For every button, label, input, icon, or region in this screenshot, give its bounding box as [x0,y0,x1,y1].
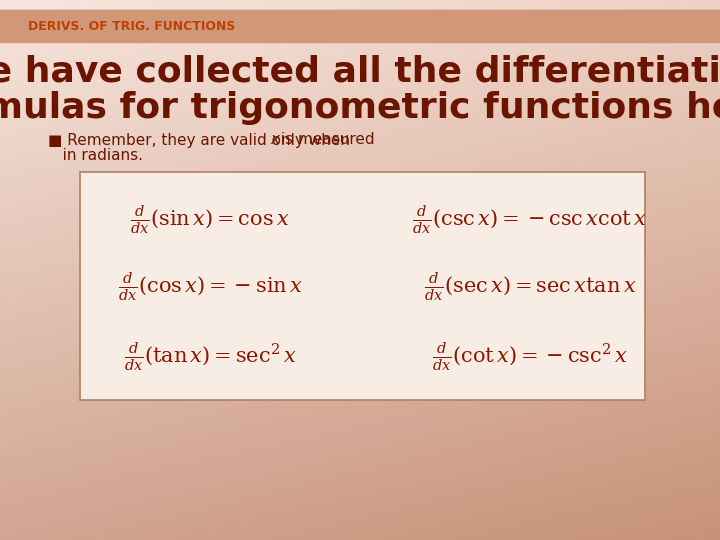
Text: in radians.: in radians. [48,148,143,164]
Text: $\frac{d}{dx}(\cos x) = -\sin x$: $\frac{d}{dx}(\cos x) = -\sin x$ [117,271,302,303]
Text: $\frac{d}{dx}(\tan x) = \sec^2 x$: $\frac{d}{dx}(\tan x) = \sec^2 x$ [124,341,297,373]
Text: $\frac{d}{dx}(\sec x) = \sec x\tan x$: $\frac{d}{dx}(\sec x) = \sec x\tan x$ [423,271,636,303]
Text: x: x [270,132,279,147]
Text: DERIVS. OF TRIG. FUNCTIONS: DERIVS. OF TRIG. FUNCTIONS [28,21,235,33]
Text: is measured: is measured [276,132,375,147]
Text: $\frac{d}{dx}(\csc x) = -\csc x\cot x$: $\frac{d}{dx}(\csc x) = -\csc x\cot x$ [413,204,647,237]
Text: We have collected all the differentiation: We have collected all the differentiatio… [0,55,720,89]
Text: $\frac{d}{dx}(\sin x) = \cos x$: $\frac{d}{dx}(\sin x) = \cos x$ [130,204,289,237]
Bar [0,10,720,42]
Text: formulas for trigonometric functions here.: formulas for trigonometric functions her… [0,91,720,125]
Bar [80,172,645,400]
Bar [0,10,720,40]
Text: $\frac{d}{dx}(\cot x) = -\csc^2 x$: $\frac{d}{dx}(\cot x) = -\csc^2 x$ [432,341,628,373]
Text: ■ Remember, they are valid only when: ■ Remember, they are valid only when [48,132,355,147]
